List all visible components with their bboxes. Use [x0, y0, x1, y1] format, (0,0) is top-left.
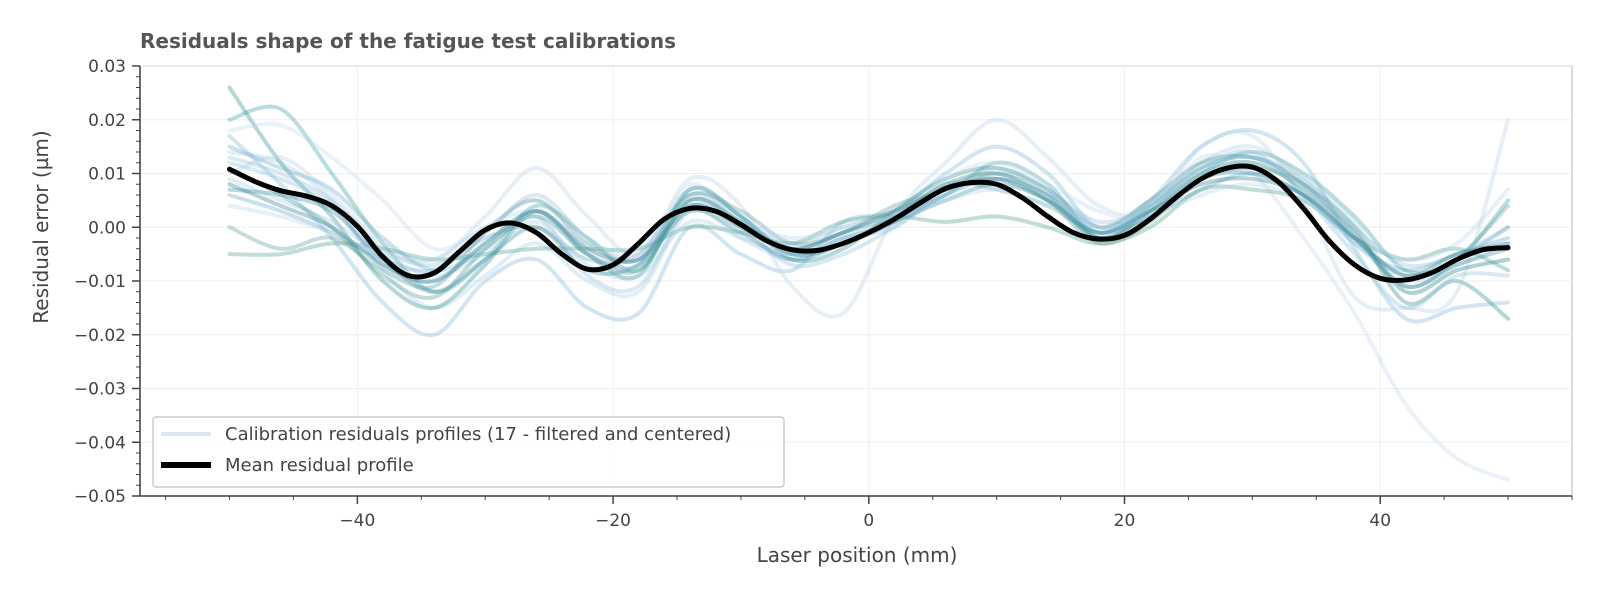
- profile-series-line: [227, 104, 1511, 294]
- profile-series-line: [227, 184, 1511, 273]
- legend: Calibration residuals profiles (17 - fil…: [152, 416, 785, 488]
- chart-title: Residuals shape of the fatigue test cali…: [140, 29, 676, 53]
- x-tick-label: 20: [1114, 511, 1136, 531]
- series-layer: [227, 85, 1511, 482]
- profile-series-line: [227, 127, 1511, 338]
- y-tick-label: 0.00: [88, 218, 126, 238]
- profile-series-line: [227, 182, 1511, 264]
- y-tick-label: −0.02: [74, 326, 126, 346]
- y-tick-label: −0.05: [74, 487, 126, 507]
- y-axis-label: Residual error (µm): [29, 130, 53, 323]
- legend-label-profiles: Calibration residuals profiles (17 - fil…: [225, 424, 731, 445]
- profile-series-line: [227, 160, 1511, 284]
- x-tick-label: 40: [1369, 511, 1391, 531]
- legend-box: [152, 416, 785, 488]
- profile-series-line: [227, 154, 1511, 268]
- profile-series-line: [227, 149, 1511, 310]
- x-tick-label: −20: [595, 511, 631, 531]
- x-axis-label: Laser position (mm): [757, 543, 958, 567]
- y-tick-label: 0.03: [88, 57, 126, 77]
- y-tick-label: 0.02: [88, 111, 126, 131]
- mean-series-line: [227, 163, 1511, 283]
- y-tick-label: −0.04: [74, 433, 126, 453]
- profile-series-line: [227, 144, 1511, 279]
- profile-series-line: [227, 176, 1511, 284]
- x-tick-label: −40: [339, 511, 375, 531]
- y-tick-label: 0.01: [88, 165, 126, 185]
- y-tick-label: −0.01: [74, 272, 126, 292]
- legend-label-mean: Mean residual profile: [225, 455, 414, 476]
- profile-series-line: [227, 85, 1511, 321]
- profile-series-line: [227, 165, 1511, 290]
- axes: −40 −20 0 20 40 −0.05 −0.04 −0.03 −0.02 −0.01 0.00…: [74, 57, 1573, 531]
- y-tick-label: −0.03: [74, 380, 126, 400]
- mean-layer: [227, 163, 1511, 283]
- x-tick-label: 0: [863, 511, 874, 531]
